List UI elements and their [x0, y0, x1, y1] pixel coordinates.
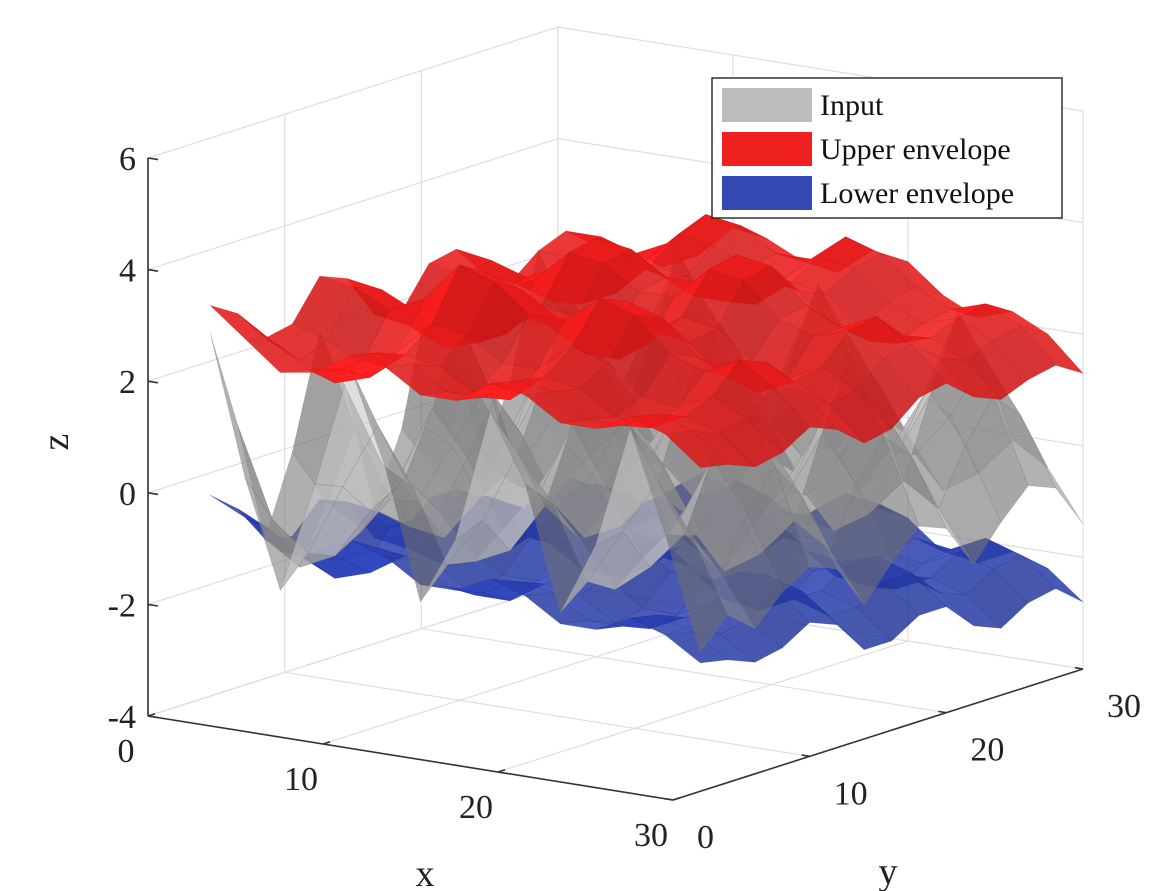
- surface-patch: [1019, 325, 1084, 374]
- grid-line-floor-y: [284, 671, 810, 757]
- legend: Input Upper envelope Lower envelope: [711, 77, 1063, 219]
- legend-swatch-upper-envelope: [722, 132, 812, 166]
- y-tick-label: 20: [970, 732, 1004, 769]
- grid-line-floor-y: [421, 628, 947, 714]
- surface-patch: [773, 588, 838, 626]
- z-tick-mark: [147, 380, 159, 384]
- surface-patch: [1020, 554, 1084, 603]
- x-tick-label: 30: [634, 817, 668, 854]
- y-axis-label: y: [879, 851, 898, 891]
- z-tick-mark: [147, 492, 159, 496]
- surface-patch: [801, 591, 865, 650]
- y-tick-mark: [801, 754, 810, 758]
- grid-line-sidewall-z: [147, 138, 559, 271]
- z-tick-label: -2: [108, 587, 136, 624]
- z-tick-label: 4: [119, 253, 136, 290]
- y-tick-mark: [938, 710, 947, 714]
- surface-patch: [937, 591, 1002, 629]
- x-tick-label: 20: [459, 789, 493, 826]
- surface-patch: [965, 568, 1029, 629]
- surface-patch: [992, 554, 1057, 604]
- surface-patch: [664, 430, 729, 468]
- surface-patch: [828, 607, 893, 650]
- legend-swatch-lower-envelope: [722, 176, 812, 210]
- x-tick-mark: [322, 741, 331, 745]
- y-tick-label: 10: [834, 775, 868, 812]
- legend-label-lower-envelope: Lower envelope: [820, 177, 1014, 210]
- grid-line-floor-x: [147, 584, 559, 717]
- z-axis-label: z: [35, 434, 77, 451]
- y-tick-label: 0: [697, 819, 714, 856]
- x-tick-mark: [147, 713, 156, 717]
- legend-label-input: Input: [820, 89, 884, 122]
- grid-line-floor-x: [322, 612, 734, 745]
- surface-patch: [210, 305, 274, 342]
- x-tick-mark: [497, 769, 506, 773]
- z-tick-label: -4: [108, 699, 136, 736]
- grid-line-floor-x: [497, 640, 909, 773]
- surface-patch: [911, 572, 974, 627]
- surface-patch: [664, 631, 729, 664]
- x-tick-label: 0: [118, 733, 135, 770]
- x-axis-line: [147, 715, 674, 801]
- x-tick-mark: [672, 797, 681, 801]
- z-tick-mark: [147, 157, 159, 161]
- surface-plots: [210, 214, 1084, 664]
- y-tick-mark: [664, 797, 674, 801]
- y-axis-line: [672, 668, 1084, 801]
- surface-patch: [883, 572, 947, 616]
- x-tick-label: 10: [284, 761, 318, 798]
- z-tick-mark: [147, 603, 159, 607]
- x-axis-label: x: [416, 853, 435, 891]
- y-tick-label: 30: [1107, 688, 1141, 725]
- surface-patch: [210, 333, 273, 521]
- legend-swatch-input: [722, 88, 812, 122]
- surface-patch: [664, 534, 729, 653]
- z-tick-label: 0: [119, 476, 136, 513]
- surface-patch: [856, 581, 920, 642]
- grid-line-sidewall-z: [147, 26, 559, 159]
- legend-label-upper-envelope: Upper envelope: [820, 133, 1011, 166]
- surface-upper-envelope: [210, 214, 1084, 468]
- y-tick-mark: [1074, 666, 1084, 670]
- z-tick-label: 2: [119, 364, 136, 401]
- surface-patch: [1020, 415, 1084, 525]
- axis-ticks: -4 -2 0 2 4 6 0 10 20 30 0 10 20 30: [108, 141, 1141, 856]
- z-tick-mark: [147, 268, 159, 272]
- z-tick-label: 6: [119, 141, 136, 178]
